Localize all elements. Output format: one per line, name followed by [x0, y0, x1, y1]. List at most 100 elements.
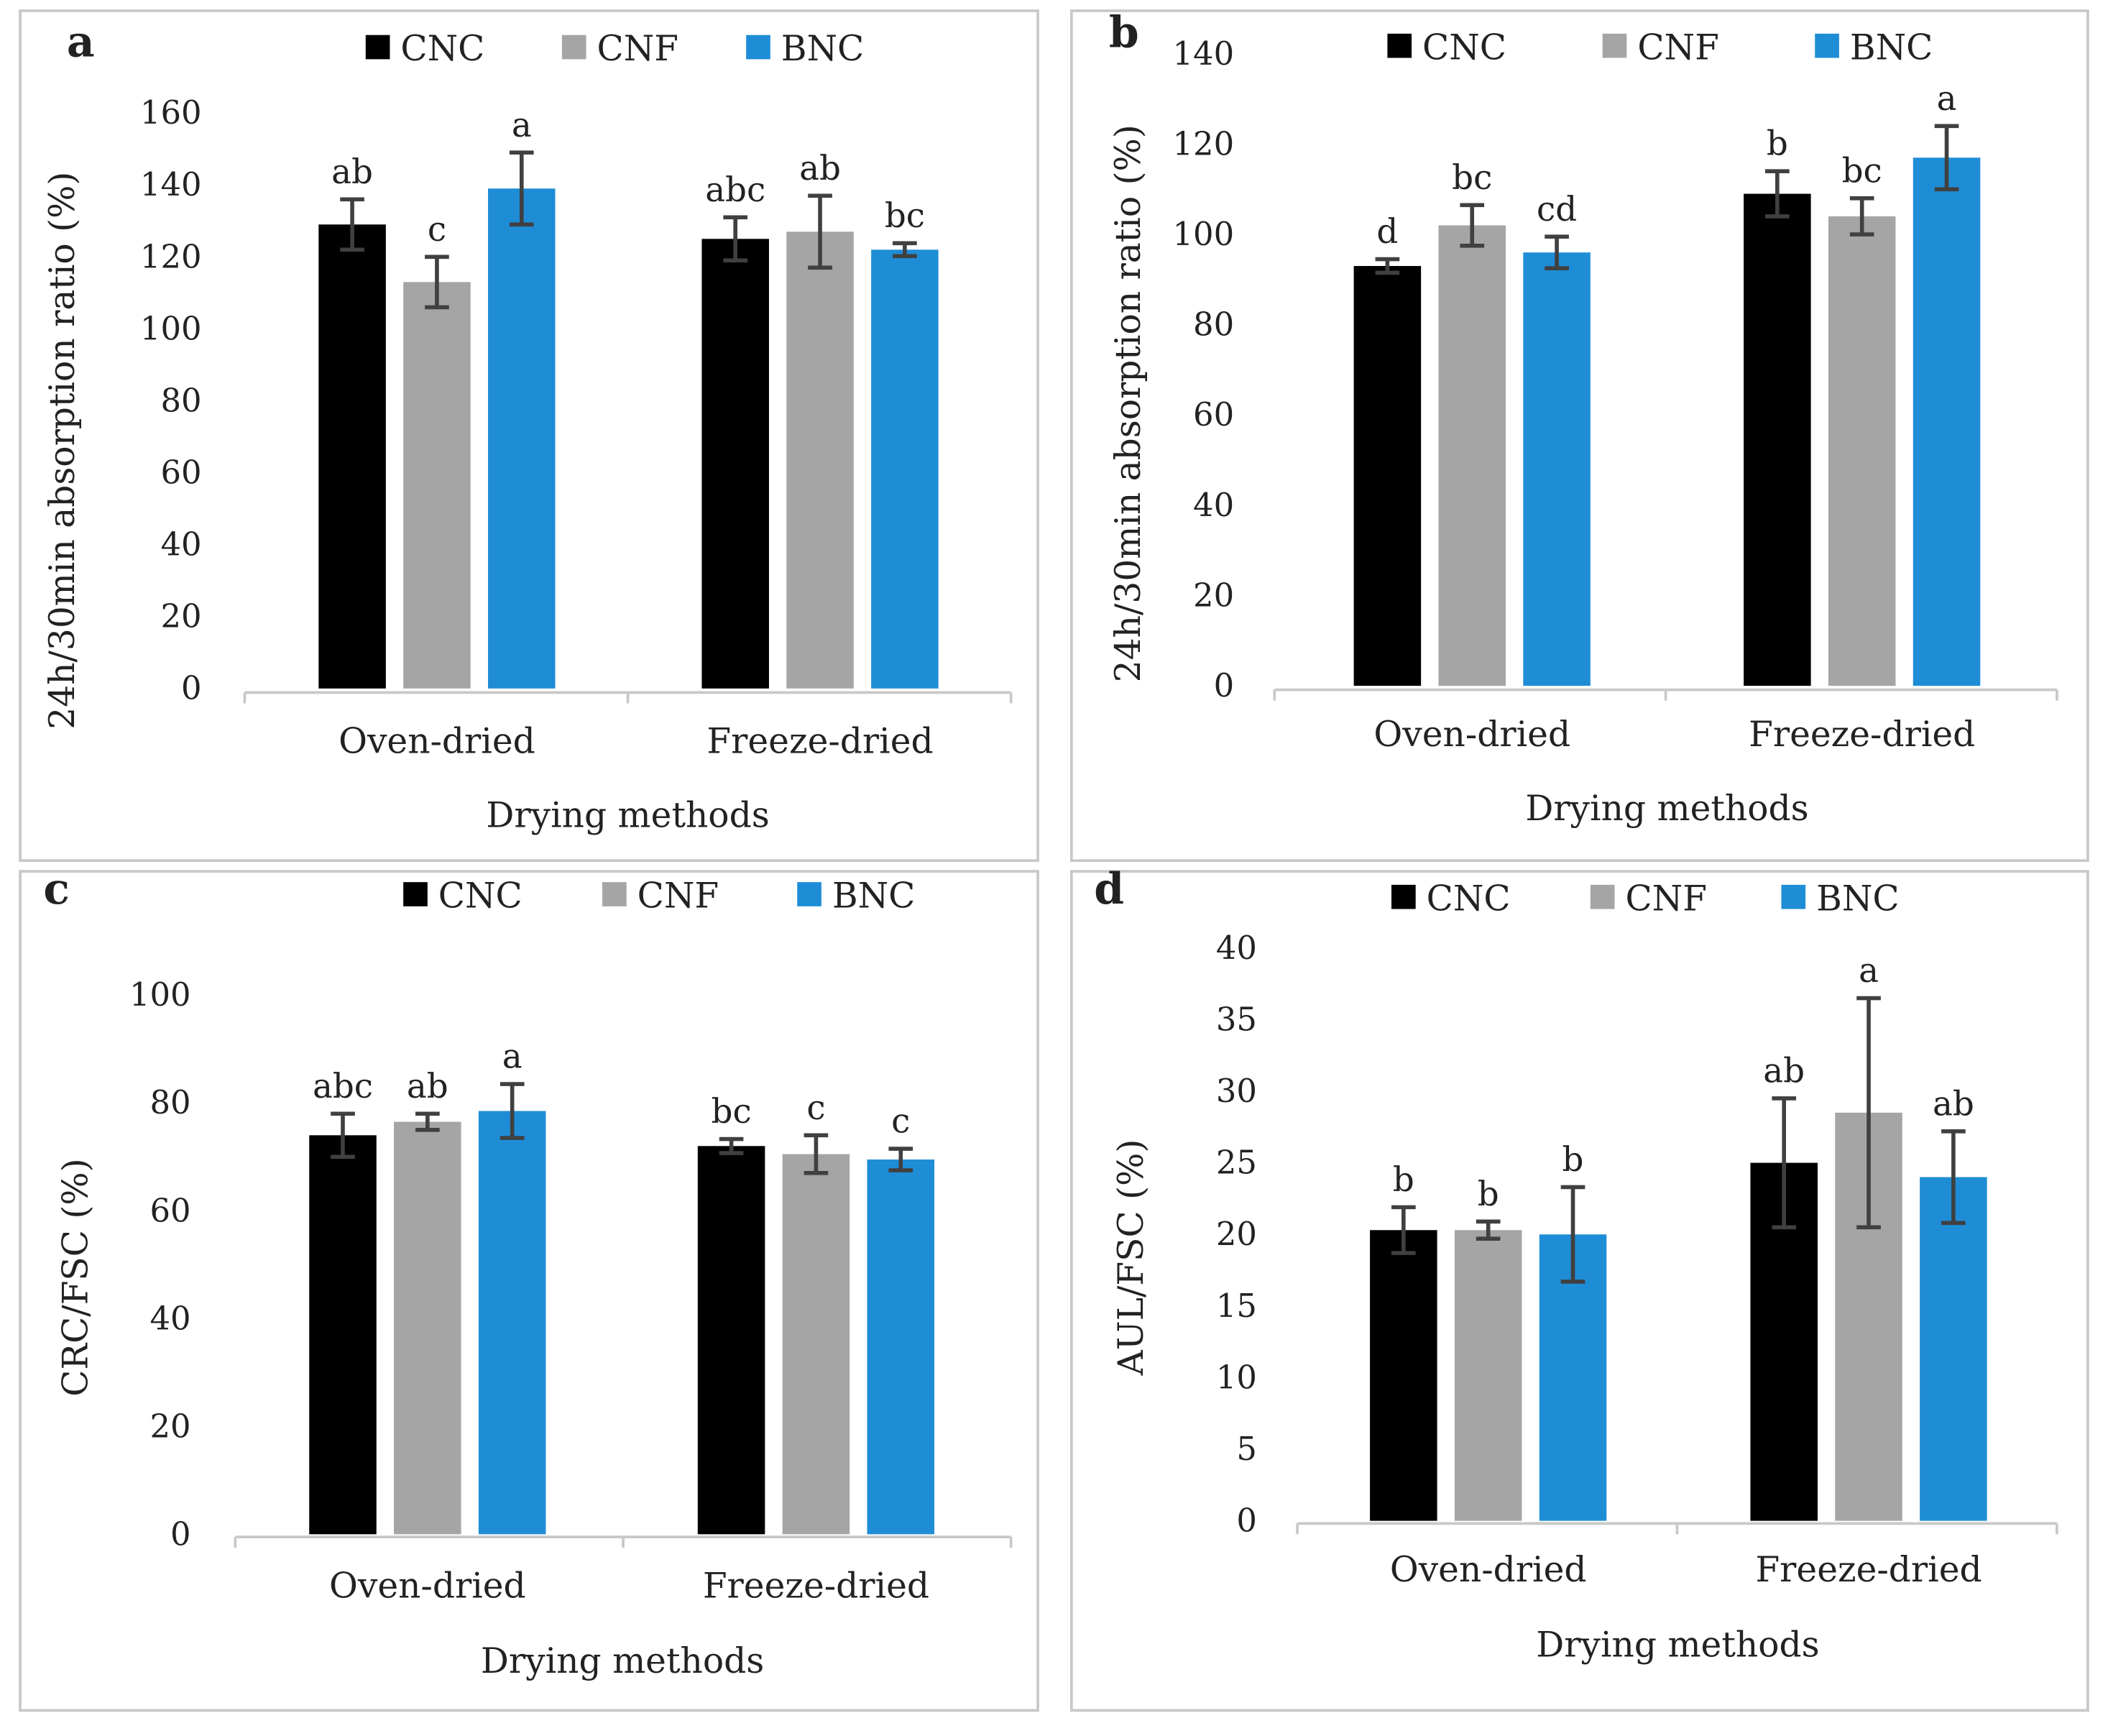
bar-bnc — [488, 188, 556, 689]
bar-bnc — [1523, 252, 1591, 686]
y-tick-label: 35 — [1216, 1000, 1257, 1038]
significance-letter: a — [1937, 80, 1957, 119]
significance-letter: ab — [407, 1067, 448, 1106]
bar-cnf — [782, 1154, 850, 1535]
bar-bnc — [478, 1111, 546, 1535]
legend-swatch-bnc — [1815, 33, 1839, 58]
y-axis-label: 24h/30min absorption ratio (%) — [1108, 124, 1149, 682]
panel-letter: b — [1109, 8, 1139, 58]
y-tick-label: 15 — [1216, 1287, 1257, 1325]
y-tick-label: 100 — [129, 975, 191, 1014]
legend-swatch-cnc — [1387, 33, 1412, 58]
significance-letter: b — [1478, 1175, 1499, 1214]
legend-label-cnf: CNF — [638, 876, 719, 917]
legend-swatch-cnf — [561, 35, 586, 60]
y-tick-label: 20 — [1193, 576, 1234, 614]
x-category-label: Oven-dried — [1390, 1550, 1587, 1590]
legend-label-bnc: BNC — [1816, 878, 1899, 919]
bar-cnf — [1454, 1230, 1522, 1521]
legend-swatch-bnc — [797, 882, 821, 906]
panel-d: d 0 5 10 15 20 25 30 35 40 AUL/FSC (%) Oven-dried Fr… — [1069, 864, 2089, 1712]
legend-swatch-cnf — [1590, 884, 1615, 909]
y-tick-label: 100 — [1172, 215, 1234, 253]
x-category-label: Freeze-dried — [706, 722, 933, 762]
legend-label-cnf: CNF — [1637, 27, 1719, 68]
y-tick-label: 10 — [1216, 1358, 1257, 1396]
y-tick-label: 20 — [160, 597, 201, 635]
x-category-label: Freeze-dried — [1749, 715, 1975, 755]
bar-bnc — [871, 249, 939, 689]
significance-letter: c — [806, 1089, 825, 1128]
y-tick-label: 40 — [150, 1299, 191, 1337]
significance-letter: b — [1562, 1141, 1584, 1180]
panel-a: a 0 20 40 60 80 100 120 140 160 24h/30min absorpti… — [19, 9, 1039, 863]
legend-swatch-cnc — [1391, 884, 1416, 909]
panel-b: b 0 20 40 60 80 100 120 140 24h/30min absorption … — [1069, 8, 2089, 863]
x-axis-label: Drying methods — [1525, 789, 1808, 829]
y-tick-label: 60 — [1193, 395, 1234, 433]
y-tick-label: 25 — [1216, 1144, 1257, 1182]
bar-cnf — [1828, 216, 1896, 686]
y-tick-label: 40 — [1216, 929, 1257, 967]
y-axis-label: AUL/FSC (%) — [1111, 1139, 1151, 1377]
y-tick-label: 5 — [1236, 1430, 1257, 1468]
legend-label-bnc: BNC — [781, 29, 864, 69]
legend-label-cnc: CNC — [1427, 878, 1511, 919]
y-tick-label: 60 — [150, 1191, 191, 1229]
x-category-label: Freeze-dried — [703, 1566, 929, 1606]
significance-letter: abc — [313, 1067, 373, 1106]
legend-label-cnc: CNC — [1422, 27, 1506, 68]
panel-c: c 0 20 40 60 80 100 CRC/FSC (%) Oven-dried Freeze… — [19, 864, 1039, 1712]
y-tick-label: 40 — [1193, 486, 1234, 524]
significance-letter: bc — [1842, 152, 1882, 190]
y-tick-label: 0 — [1236, 1502, 1257, 1540]
x-axis-label: Drying methods — [486, 795, 769, 835]
legend-swatch-bnc — [746, 35, 770, 60]
significance-letter: a — [502, 1038, 523, 1077]
x-category-label: Oven-dried — [1373, 715, 1570, 755]
y-tick-label: 30 — [1216, 1072, 1257, 1110]
significance-letter: bc — [1452, 159, 1492, 198]
y-tick-label: 0 — [170, 1515, 191, 1553]
significance-letter: a — [512, 106, 532, 145]
significance-letter: bc — [712, 1093, 752, 1131]
significance-letter: bc — [885, 197, 925, 236]
legend-label-cnf: CNF — [597, 29, 678, 69]
significance-letter: b — [1393, 1161, 1414, 1200]
legend-label-cnf: CNF — [1625, 878, 1707, 919]
y-tick-label: 0 — [1214, 666, 1235, 704]
y-tick-label: 100 — [140, 309, 202, 347]
bar-cnc — [318, 224, 386, 689]
y-tick-label: 40 — [160, 525, 201, 564]
bar-cnf — [394, 1121, 461, 1535]
significance-letter: b — [1767, 125, 1788, 164]
y-tick-label: 80 — [160, 381, 201, 419]
x-axis-label: Drying methods — [481, 1641, 764, 1681]
panel-border — [1069, 870, 2089, 1712]
y-tick-label: 80 — [1193, 306, 1234, 344]
y-tick-label: 20 — [1216, 1215, 1257, 1253]
significance-letter: a — [1859, 952, 1879, 991]
bar-cnf — [403, 282, 471, 689]
legend-swatch-cnf — [1602, 33, 1627, 58]
bar-cnc — [1370, 1230, 1437, 1521]
legend-swatch-cnc — [365, 35, 390, 60]
panel-letter: c — [43, 864, 69, 914]
bar-bnc — [1913, 157, 1981, 686]
significance-letter: cd — [1537, 190, 1577, 229]
legend-label-bnc: BNC — [1850, 27, 1933, 68]
legend-label-cnc: CNC — [438, 876, 523, 917]
panel-letter: a — [67, 17, 95, 68]
bar-cnc — [697, 1146, 765, 1535]
y-axis-label: CRC/FSC (%) — [56, 1158, 96, 1396]
x-axis-label: Drying methods — [1536, 1625, 1819, 1666]
legend-swatch-cnc — [403, 882, 428, 906]
y-tick-label: 120 — [140, 237, 202, 275]
y-tick-label: 60 — [160, 454, 201, 492]
bar-cnc — [701, 239, 769, 689]
bar-cnf — [1438, 225, 1506, 686]
panel-letter: d — [1094, 864, 1124, 914]
x-category-label: Oven-dried — [329, 1566, 526, 1606]
y-tick-label: 0 — [181, 669, 202, 707]
bar-cnc — [1353, 266, 1422, 686]
